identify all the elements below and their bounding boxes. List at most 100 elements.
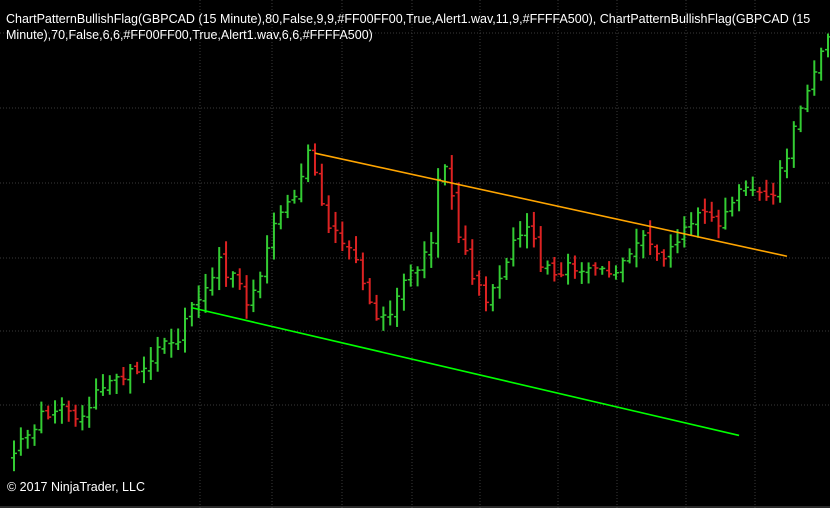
ohlc-bar <box>653 244 660 261</box>
ohlc-bar <box>318 163 325 206</box>
ohlc-bar <box>736 184 743 212</box>
ohlc-bar <box>503 257 510 280</box>
ohlc-bar <box>756 186 763 201</box>
ohlc-bar <box>229 271 236 288</box>
flag-support-line <box>191 306 740 437</box>
ohlc-bar <box>462 225 469 255</box>
ohlc-bar <box>660 249 667 267</box>
ohlc-bar <box>578 262 585 284</box>
ohlc-bar <box>99 374 106 396</box>
ohlc-bar <box>291 189 298 204</box>
ohlc-bar <box>195 285 202 318</box>
ohlc-bar <box>298 163 305 203</box>
ohlc-bar <box>264 235 271 284</box>
ohlc-bar <box>270 212 277 260</box>
ohlc-bar <box>311 143 318 176</box>
ohlc-bar <box>79 405 86 431</box>
ohlc-bar <box>24 429 31 449</box>
ohlc-bar <box>284 194 291 219</box>
ohlc-bar <box>551 257 558 282</box>
ohlc-bar <box>770 182 777 205</box>
ohlc-bar <box>106 375 113 395</box>
ohlc-bar <box>612 265 619 280</box>
ohlc-bar <box>530 211 537 248</box>
ohlc-bar <box>359 252 366 291</box>
ohlc-bar <box>305 144 312 183</box>
ohlc-bar <box>428 232 435 268</box>
ohlc-bar <box>674 229 681 254</box>
ohlc-bar <box>407 264 414 287</box>
ohlc-bar <box>571 255 578 279</box>
ohlc-bar <box>667 234 674 268</box>
flag-resistance-line <box>314 152 788 258</box>
ohlc-bar <box>489 284 496 312</box>
ohlc-bar <box>223 241 230 287</box>
ohlc-bar <box>188 302 195 327</box>
ohlc-bar <box>742 180 749 196</box>
ohlc-bar <box>257 271 264 299</box>
indicator-label-line-2: Minute),70,False,6,6,#FF00FF00,True,Aler… <box>6 28 373 42</box>
ohlc-bar <box>161 337 168 354</box>
ohlc-bar <box>544 260 551 275</box>
ohlc-bar <box>558 262 565 278</box>
ohlc-bar <box>17 427 24 456</box>
ohlc-bar <box>400 273 407 311</box>
ohlc-bar <box>243 275 250 319</box>
ohlc-bar <box>606 261 613 278</box>
ohlc-bar <box>58 397 65 424</box>
ohlc-bar <box>469 239 476 285</box>
ohlc-bar <box>790 121 797 168</box>
ohlc-bar <box>763 179 770 201</box>
ohlc-bar <box>777 160 784 203</box>
ohlc-bar <box>182 307 189 353</box>
ohlc-bar <box>134 361 141 375</box>
ohlc-bar <box>38 401 45 434</box>
ohlc-bar <box>510 227 517 267</box>
ohlc-bar <box>414 266 421 287</box>
ohlc-bar <box>517 221 524 248</box>
ohlc-bar <box>626 248 633 264</box>
ohlc-bar <box>65 400 72 422</box>
ohlc-bar <box>496 265 503 299</box>
ohlc-bar <box>482 276 489 312</box>
ohlc-bar <box>147 347 154 380</box>
ohlc-bar <box>72 404 79 427</box>
ohlc-bar <box>811 60 818 96</box>
ohlc-bar <box>175 328 182 351</box>
indicator-label-line-1: ChartPatternBullishFlag(GBPCAD (15 Minut… <box>6 12 811 26</box>
ohlc-bar <box>86 396 93 428</box>
ohlc-bar <box>729 196 736 217</box>
ohlc-bar <box>120 366 127 386</box>
ohlc-bar <box>476 270 483 296</box>
ohlc-bar <box>353 236 360 264</box>
ohlc-bar <box>619 257 626 283</box>
ohlc-bar <box>209 267 216 296</box>
ohlc-bar <box>11 440 17 472</box>
ohlc-bar <box>373 294 380 321</box>
ohlc-bar <box>681 216 688 248</box>
ohlc-bar <box>277 205 284 230</box>
ohlc-bar <box>565 253 572 285</box>
ohlc-bar <box>113 373 120 394</box>
ohlc-bar <box>332 211 339 244</box>
ohlc-bar <box>797 105 804 133</box>
ohlc-bar <box>250 279 257 313</box>
ohlc-bar <box>804 84 811 113</box>
ohlc-bar <box>339 221 346 252</box>
ohlc-bar <box>346 240 353 260</box>
ohlc-bar <box>455 182 462 244</box>
ohlc-bar <box>52 400 59 424</box>
ohlc-bar <box>640 230 647 259</box>
ohlc-bar <box>93 378 100 410</box>
ohlc-bar <box>537 226 544 273</box>
ohlc-bar <box>688 212 695 235</box>
ohlc-bar <box>366 278 373 305</box>
copyright-text: © 2017 NinjaTrader, LLC <box>7 480 145 494</box>
ohlc-bar <box>154 336 161 372</box>
ohlc-bar <box>524 213 531 249</box>
ohlc-bar <box>695 207 702 238</box>
ohlc-bar <box>421 241 428 279</box>
ohlc-bar <box>599 266 606 275</box>
